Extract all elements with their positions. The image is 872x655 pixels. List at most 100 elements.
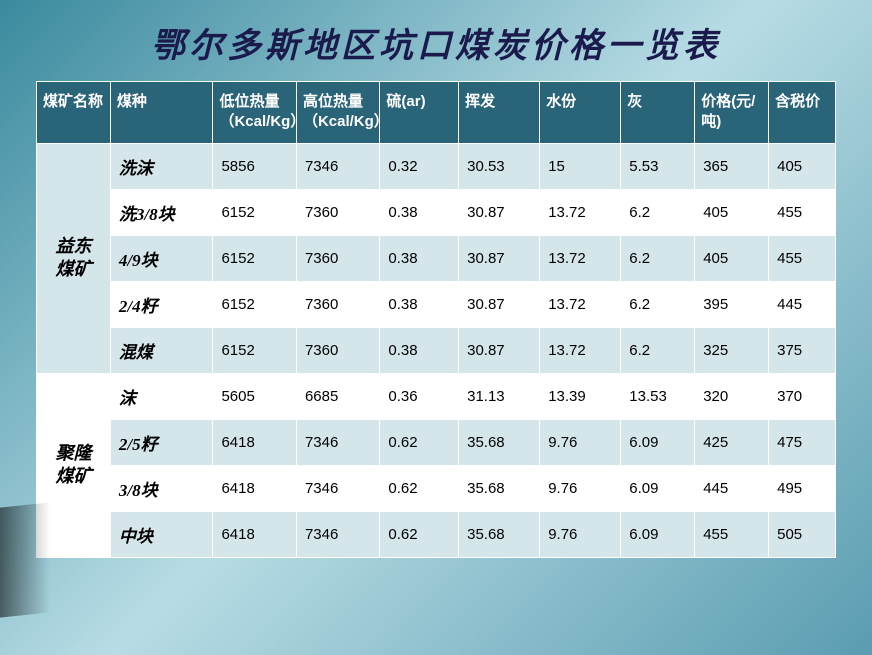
cell-type: 沫 [110,373,213,419]
cell-high: 7346 [296,511,379,557]
cell-water: 13.72 [540,327,621,373]
cell-high: 7346 [296,465,379,511]
col-low: 低位热量（Kcal/Kg） [213,82,296,144]
cell-tax: 405 [769,143,836,189]
cell-vol: 35.68 [459,419,540,465]
cell-water: 9.76 [540,465,621,511]
cell-ash: 6.2 [621,235,695,281]
col-high: 高位热量（Kcal/Kg） [296,82,379,144]
table-row: 洗3/8块615273600.3830.8713.726.2405455 [37,189,836,235]
cell-vol: 30.87 [459,235,540,281]
cell-price: 405 [695,189,769,235]
cell-s: 0.32 [380,143,459,189]
cell-s: 0.38 [380,281,459,327]
cell-price: 365 [695,143,769,189]
table-row: 2/4籽615273600.3830.8713.726.2395445 [37,281,836,327]
cell-tax: 495 [769,465,836,511]
cell-high: 7346 [296,143,379,189]
cell-ash: 6.2 [621,189,695,235]
cell-type: 3/8块 [110,465,213,511]
cell-water: 13.39 [540,373,621,419]
cell-water: 13.72 [540,189,621,235]
cell-price: 445 [695,465,769,511]
coal-price-table: 煤矿名称 煤种 低位热量（Kcal/Kg） 高位热量（Kcal/Kg） 硫(ar… [36,81,836,558]
cell-tax: 375 [769,327,836,373]
col-tax: 含税价 [769,82,836,144]
cell-price: 320 [695,373,769,419]
cell-s: 0.38 [380,327,459,373]
table-row: 益东煤矿洗沫585673460.3230.53155.53365405 [37,143,836,189]
cell-s: 0.38 [380,235,459,281]
cell-s: 0.62 [380,465,459,511]
cell-s: 0.62 [380,511,459,557]
cell-s: 0.62 [380,419,459,465]
cell-water: 9.76 [540,511,621,557]
table-row: 3/8块641873460.6235.689.766.09445495 [37,465,836,511]
col-price: 价格(元/吨) [695,82,769,144]
cell-water: 13.72 [540,281,621,327]
cell-tax: 455 [769,235,836,281]
cell-vol: 35.68 [459,511,540,557]
cell-price: 455 [695,511,769,557]
col-water: 水份 [540,82,621,144]
cell-type: 2/5籽 [110,419,213,465]
table-row: 中块641873460.6235.689.766.09455505 [37,511,836,557]
cell-tax: 505 [769,511,836,557]
col-type: 煤种 [110,82,213,144]
cell-s: 0.38 [380,189,459,235]
cell-ash: 6.09 [621,419,695,465]
cell-high: 7346 [296,419,379,465]
cell-ash: 6.2 [621,281,695,327]
cell-low: 6152 [213,281,296,327]
col-vol: 挥发 [459,82,540,144]
cell-type: 2/4籽 [110,281,213,327]
cell-water: 9.76 [540,419,621,465]
table-row: 混煤615273600.3830.8713.726.2325375 [37,327,836,373]
shadow-decoration [0,502,50,617]
cell-type: 洗沫 [110,143,213,189]
cell-price: 395 [695,281,769,327]
cell-vol: 30.53 [459,143,540,189]
cell-type: 混煤 [110,327,213,373]
cell-price: 405 [695,235,769,281]
cell-high: 7360 [296,189,379,235]
cell-low: 5856 [213,143,296,189]
cell-s: 0.36 [380,373,459,419]
cell-ash: 6.09 [621,511,695,557]
cell-price: 325 [695,327,769,373]
cell-low: 6418 [213,511,296,557]
cell-ash: 5.53 [621,143,695,189]
table-row: 4/9块615273600.3830.8713.726.2405455 [37,235,836,281]
cell-price: 425 [695,419,769,465]
cell-tax: 455 [769,189,836,235]
cell-high: 6685 [296,373,379,419]
cell-high: 7360 [296,327,379,373]
col-mine: 煤矿名称 [37,82,111,144]
table-header-row: 煤矿名称 煤种 低位热量（Kcal/Kg） 高位热量（Kcal/Kg） 硫(ar… [37,82,836,144]
cell-low: 6418 [213,465,296,511]
col-s: 硫(ar) [380,82,459,144]
cell-ash: 13.53 [621,373,695,419]
table-row: 2/5籽641873460.6235.689.766.09425475 [37,419,836,465]
page-title: 鄂尔多斯地区坑口煤炭价格一览表 [0,0,872,81]
cell-high: 7360 [296,235,379,281]
cell-low: 6152 [213,327,296,373]
cell-tax: 370 [769,373,836,419]
cell-type: 洗3/8块 [110,189,213,235]
cell-vol: 30.87 [459,189,540,235]
cell-low: 6152 [213,189,296,235]
table-container: 煤矿名称 煤种 低位热量（Kcal/Kg） 高位热量（Kcal/Kg） 硫(ar… [0,81,872,558]
mine-name-cell: 益东煤矿 [37,143,111,373]
cell-low: 6152 [213,235,296,281]
cell-water: 13.72 [540,235,621,281]
cell-tax: 445 [769,281,836,327]
cell-ash: 6.09 [621,465,695,511]
col-ash: 灰 [621,82,695,144]
table-body: 益东煤矿洗沫585673460.3230.53155.53365405洗3/8块… [37,143,836,557]
cell-tax: 475 [769,419,836,465]
cell-water: 15 [540,143,621,189]
cell-vol: 31.13 [459,373,540,419]
cell-low: 5605 [213,373,296,419]
cell-type: 中块 [110,511,213,557]
cell-low: 6418 [213,419,296,465]
